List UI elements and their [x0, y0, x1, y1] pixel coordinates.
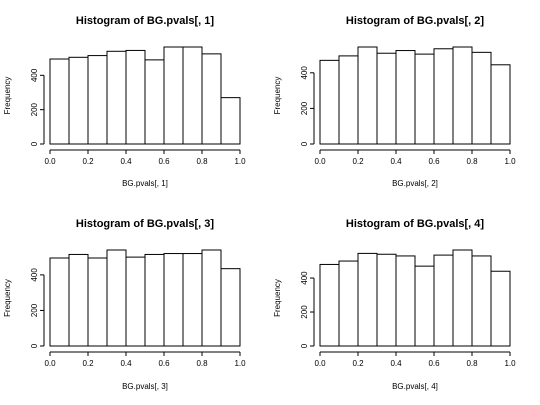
histogram-bar [433, 254, 454, 347]
chart-title: Histogram of BG.pvals[, 2] [346, 15, 484, 27]
histogram-bar [220, 268, 241, 347]
histogram-bar [182, 46, 203, 145]
y-tick-label: 0 [30, 141, 39, 146]
y-tick-label: 200 [30, 102, 39, 116]
histogram-bar [87, 257, 108, 347]
histogram-bar [452, 46, 473, 145]
x-tick-label: 0.6 [428, 157, 440, 166]
histogram-bar [452, 249, 473, 347]
x-tick-label: 0.6 [428, 359, 440, 368]
histogram-bar [144, 253, 165, 347]
y-tick-label: 400 [30, 68, 39, 82]
histogram-bar [68, 253, 89, 347]
x-tick-label: 0.2 [352, 157, 364, 166]
y-tick-label: 200 [30, 303, 39, 317]
histogram-panel-2: Histogram of BG.pvals[, 2] 0.0 0.2 0.4 0.6 0.… [273, 15, 516, 188]
y-axis-label: Frequency [3, 77, 12, 115]
chart-title: Histogram of BG.pvals[, 4] [346, 218, 484, 230]
x-tick-label: 0.2 [82, 157, 94, 166]
y-tick-label: 200 [300, 305, 309, 319]
histogram-panel-3: Histogram of BG.pvals[, 3] 0.0 0.2 0.4 0.6 0.… [3, 218, 246, 391]
x-tick-label: 0.0 [44, 359, 56, 368]
histogram-bar [106, 50, 127, 145]
histogram-bar [144, 59, 165, 145]
y-tick-label: 400 [30, 268, 39, 282]
x-axis-label: BG.pvals[, 4] [392, 382, 438, 391]
y-tick-label: 0 [30, 343, 39, 348]
x-tick-label: 0.6 [158, 359, 170, 368]
x-tick-label: 0.0 [314, 157, 326, 166]
histogram-bar [395, 50, 416, 145]
histogram-bar [87, 55, 108, 145]
x-tick-label: 0.4 [120, 157, 132, 166]
histogram-bar [220, 97, 241, 145]
histogram-bar [376, 253, 397, 347]
y-tick-label: 0 [300, 141, 309, 146]
y-tick-label: 400 [300, 66, 309, 80]
y-tick-label: 400 [300, 271, 309, 285]
x-tick-label: 0.4 [390, 359, 402, 368]
x-tick-label: 0.8 [466, 359, 478, 368]
x-tick-label: 0.2 [82, 359, 94, 368]
histogram-bar [163, 253, 184, 347]
histogram-bar [471, 51, 492, 145]
x-tick-label: 1.0 [234, 157, 246, 166]
x-axis-label: BG.pvals[, 2] [392, 179, 438, 188]
histogram-panel-1: Histogram of BG.pvals[, 1] 0.0 0.2 0.4 0.6 0.… [3, 15, 246, 188]
x-tick-label: 0.8 [466, 157, 478, 166]
x-tick-label: 0.8 [196, 157, 208, 166]
chart-title: Histogram of BG.pvals[, 1] [76, 15, 214, 27]
histogram-bar [376, 52, 397, 145]
histogram-bar [357, 46, 378, 145]
histogram-bar [49, 257, 70, 347]
histogram-bar [182, 253, 203, 347]
x-axis-label: BG.pvals[, 3] [122, 382, 168, 391]
x-tick-label: 0.4 [390, 157, 402, 166]
histogram-bar [125, 49, 146, 145]
x-tick-label: 0.4 [120, 359, 132, 368]
histogram-bar [68, 56, 89, 145]
histogram-bar [471, 255, 492, 347]
x-axis-label: BG.pvals[, 1] [122, 179, 168, 188]
histogram-bar [357, 252, 378, 347]
histogram-bar [433, 48, 454, 145]
x-tick-label: 0.2 [352, 359, 364, 368]
histogram-bar [163, 46, 184, 145]
histogram-bar [414, 53, 435, 145]
x-tick-label: 1.0 [504, 157, 516, 166]
histogram-bar [125, 256, 146, 347]
histogram-bar [395, 255, 416, 347]
y-axis-label: Frequency [273, 279, 282, 317]
histogram-bar [319, 59, 340, 145]
x-tick-label: 0.8 [196, 359, 208, 368]
y-axis-label: Frequency [3, 279, 12, 317]
histogram-bar [338, 55, 359, 145]
histogram-bar [338, 260, 359, 347]
histogram-bar [319, 263, 340, 347]
histogram-bar [414, 265, 435, 347]
histogram-bar [201, 53, 222, 145]
x-tick-label: 1.0 [234, 359, 246, 368]
histogram-bar [490, 64, 511, 145]
y-tick-label: 200 [300, 101, 309, 115]
histogram-bar [201, 249, 222, 347]
chart-title: Histogram of BG.pvals[, 3] [76, 218, 214, 230]
histogram-bar [106, 249, 127, 347]
x-tick-label: 0.0 [44, 157, 56, 166]
y-tick-label: 0 [300, 343, 309, 348]
x-tick-label: 1.0 [504, 359, 516, 368]
x-tick-label: 0.0 [314, 359, 326, 368]
y-axis-label: Frequency [273, 77, 282, 115]
histogram-panel-4: Histogram of BG.pvals[, 4] 0.0 0.2 0.4 0.6 0.… [273, 218, 516, 391]
histogram-bar [490, 270, 511, 347]
x-tick-label: 0.6 [158, 157, 170, 166]
histogram-bar [49, 58, 70, 145]
